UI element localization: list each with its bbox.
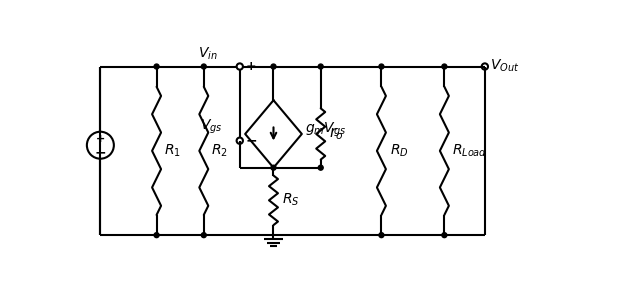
Circle shape: [442, 64, 447, 69]
Circle shape: [318, 64, 323, 69]
Text: $R_1$: $R_1$: [164, 142, 181, 159]
Text: −: −: [246, 134, 257, 148]
Text: $R_2$: $R_2$: [212, 142, 228, 159]
Circle shape: [154, 64, 159, 69]
Text: +: +: [246, 60, 256, 73]
Text: $g_m V_{gs}$: $g_m V_{gs}$: [305, 120, 347, 139]
Text: $V_{gs}$: $V_{gs}$: [200, 118, 223, 136]
Text: $r_o$: $r_o$: [329, 126, 343, 142]
Circle shape: [201, 233, 206, 238]
Text: $R_D$: $R_D$: [389, 142, 408, 159]
Text: $V_{in}$: $V_{in}$: [199, 46, 218, 62]
Circle shape: [271, 165, 276, 170]
Text: $R_S$: $R_S$: [281, 192, 299, 208]
Circle shape: [379, 233, 384, 238]
Circle shape: [318, 165, 323, 170]
Circle shape: [271, 64, 276, 69]
Circle shape: [201, 64, 206, 69]
Circle shape: [442, 233, 447, 238]
Text: $V_{Out}$: $V_{Out}$: [491, 58, 520, 74]
Text: −: −: [94, 145, 106, 159]
Text: $R_{Load}$: $R_{Load}$: [452, 142, 487, 159]
Circle shape: [379, 64, 384, 69]
Circle shape: [154, 233, 159, 238]
Text: +: +: [96, 134, 105, 144]
